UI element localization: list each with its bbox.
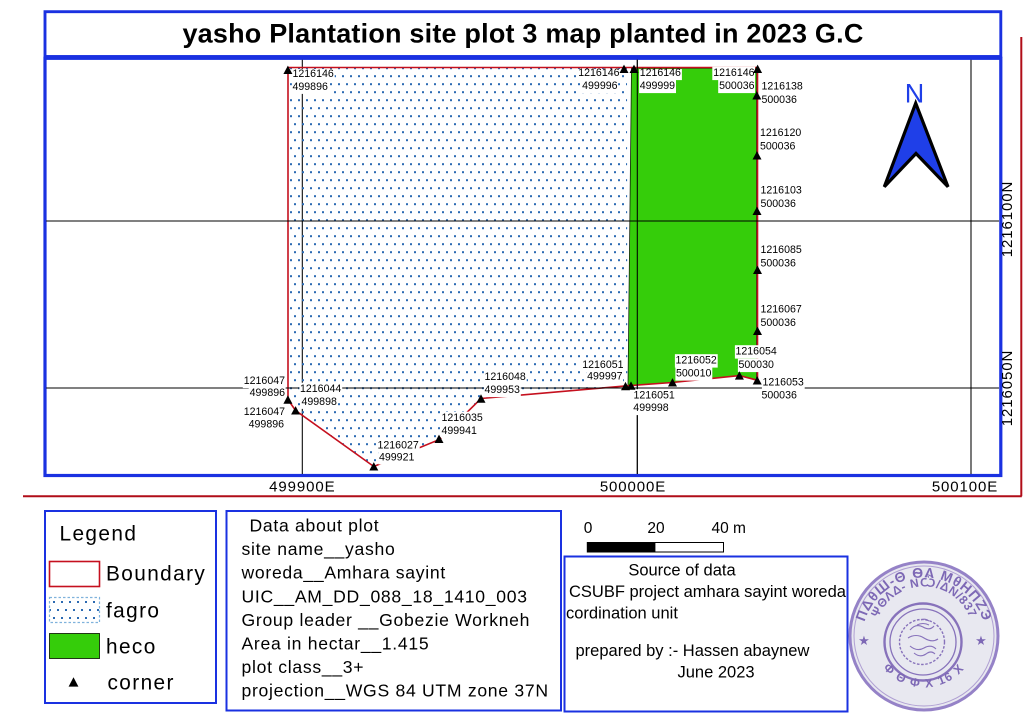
svg-text:499997: 499997	[587, 370, 622, 382]
svg-text:CSUBF project amhara sayint wo: CSUBF project amhara sayint woreda	[569, 583, 847, 601]
svg-text:1216138: 1216138	[762, 81, 803, 93]
svg-text:prepared by :- Hassen abaynew: prepared by :- Hassen abaynew	[576, 642, 810, 660]
svg-text:1216146: 1216146	[578, 67, 619, 79]
svg-text:500036: 500036	[760, 141, 795, 153]
svg-text:N: N	[905, 79, 925, 109]
svg-text:Boundary: Boundary	[106, 563, 206, 586]
svg-text:500000E: 500000E	[600, 479, 666, 496]
svg-text:Data about plot: Data about plot	[250, 516, 380, 536]
svg-text:woreda__Amhara sayint: woreda__Amhara sayint	[241, 563, 446, 584]
svg-text:500036: 500036	[761, 257, 796, 269]
svg-text:499896: 499896	[250, 387, 285, 399]
svg-text:1216146: 1216146	[293, 68, 334, 80]
svg-text:499996: 499996	[582, 80, 617, 92]
svg-text:1216146: 1216146	[640, 67, 681, 79]
svg-text:heco: heco	[106, 636, 157, 659]
svg-text:1216100N: 1216100N	[999, 181, 1016, 257]
svg-text:500036: 500036	[762, 94, 797, 106]
svg-text:500036: 500036	[762, 390, 797, 402]
svg-text:499941: 499941	[442, 425, 477, 437]
svg-text:plot class__3+: plot class__3+	[242, 657, 365, 678]
svg-text:499898: 499898	[302, 396, 337, 408]
svg-text:1216053: 1216053	[763, 377, 804, 389]
svg-text:499896: 499896	[293, 81, 328, 93]
svg-text:1216103: 1216103	[761, 185, 802, 197]
svg-text:fagro: fagro	[106, 600, 160, 623]
svg-text:★: ★	[858, 633, 870, 648]
svg-text:499953: 499953	[485, 384, 520, 396]
svg-text:1216035: 1216035	[442, 412, 483, 424]
svg-text:1216052: 1216052	[676, 355, 717, 367]
svg-text:1216054: 1216054	[736, 346, 777, 358]
svg-text:June 2023: June 2023	[678, 664, 755, 682]
svg-text:499999: 499999	[640, 80, 675, 92]
svg-text:40 m: 40 m	[712, 520, 746, 537]
svg-text:0: 0	[584, 520, 593, 537]
svg-text:1216051: 1216051	[582, 359, 623, 371]
svg-text:500100E: 500100E	[932, 479, 998, 496]
svg-text:499921: 499921	[379, 451, 414, 463]
svg-text:500036: 500036	[761, 198, 796, 210]
svg-text:500036: 500036	[719, 80, 754, 92]
svg-text:1216067: 1216067	[761, 303, 802, 315]
svg-text:1216044: 1216044	[300, 383, 341, 395]
svg-text:Area in hectar__1.415: Area in hectar__1.415	[242, 634, 430, 655]
svg-text:499896: 499896	[249, 419, 284, 431]
svg-text:site name__yasho: site name__yasho	[242, 539, 396, 560]
svg-text:499998: 499998	[633, 402, 668, 414]
svg-text:Source of data: Source of data	[628, 562, 736, 580]
svg-text:cordination unit: cordination unit	[566, 605, 678, 623]
svg-text:UIC__AM_DD_088_18_1410_003: UIC__AM_DD_088_18_1410_003	[242, 586, 528, 607]
svg-text:499900E: 499900E	[269, 479, 335, 496]
svg-text:1216085: 1216085	[761, 244, 802, 256]
svg-text:1216120: 1216120	[760, 127, 801, 139]
svg-text:★: ★	[975, 633, 987, 648]
svg-text:1216050N: 1216050N	[999, 350, 1016, 426]
svg-text:corner: corner	[108, 672, 175, 695]
svg-text:1216051: 1216051	[634, 390, 675, 402]
svg-text:1216047: 1216047	[244, 375, 285, 387]
svg-text:500010: 500010	[676, 368, 711, 380]
svg-text:projection__WGS 84 UTM zone 37: projection__WGS 84 UTM zone 37N	[242, 681, 549, 702]
svg-text:1216048: 1216048	[485, 371, 526, 383]
svg-text:500036: 500036	[761, 317, 796, 329]
svg-text:500030: 500030	[739, 359, 774, 371]
svg-text:Group leader __Gobezie Workneh: Group leader __Gobezie Workneh	[242, 610, 531, 631]
svg-text:1216047: 1216047	[244, 406, 285, 418]
svg-text:1216146: 1216146	[713, 67, 754, 79]
svg-text:yasho Plantation site plot 3 m: yasho Plantation site plot 3 map planted…	[182, 19, 863, 49]
svg-text:1216027: 1216027	[378, 440, 419, 452]
svg-text:Legend: Legend	[60, 523, 138, 546]
svg-text:20: 20	[647, 520, 665, 537]
